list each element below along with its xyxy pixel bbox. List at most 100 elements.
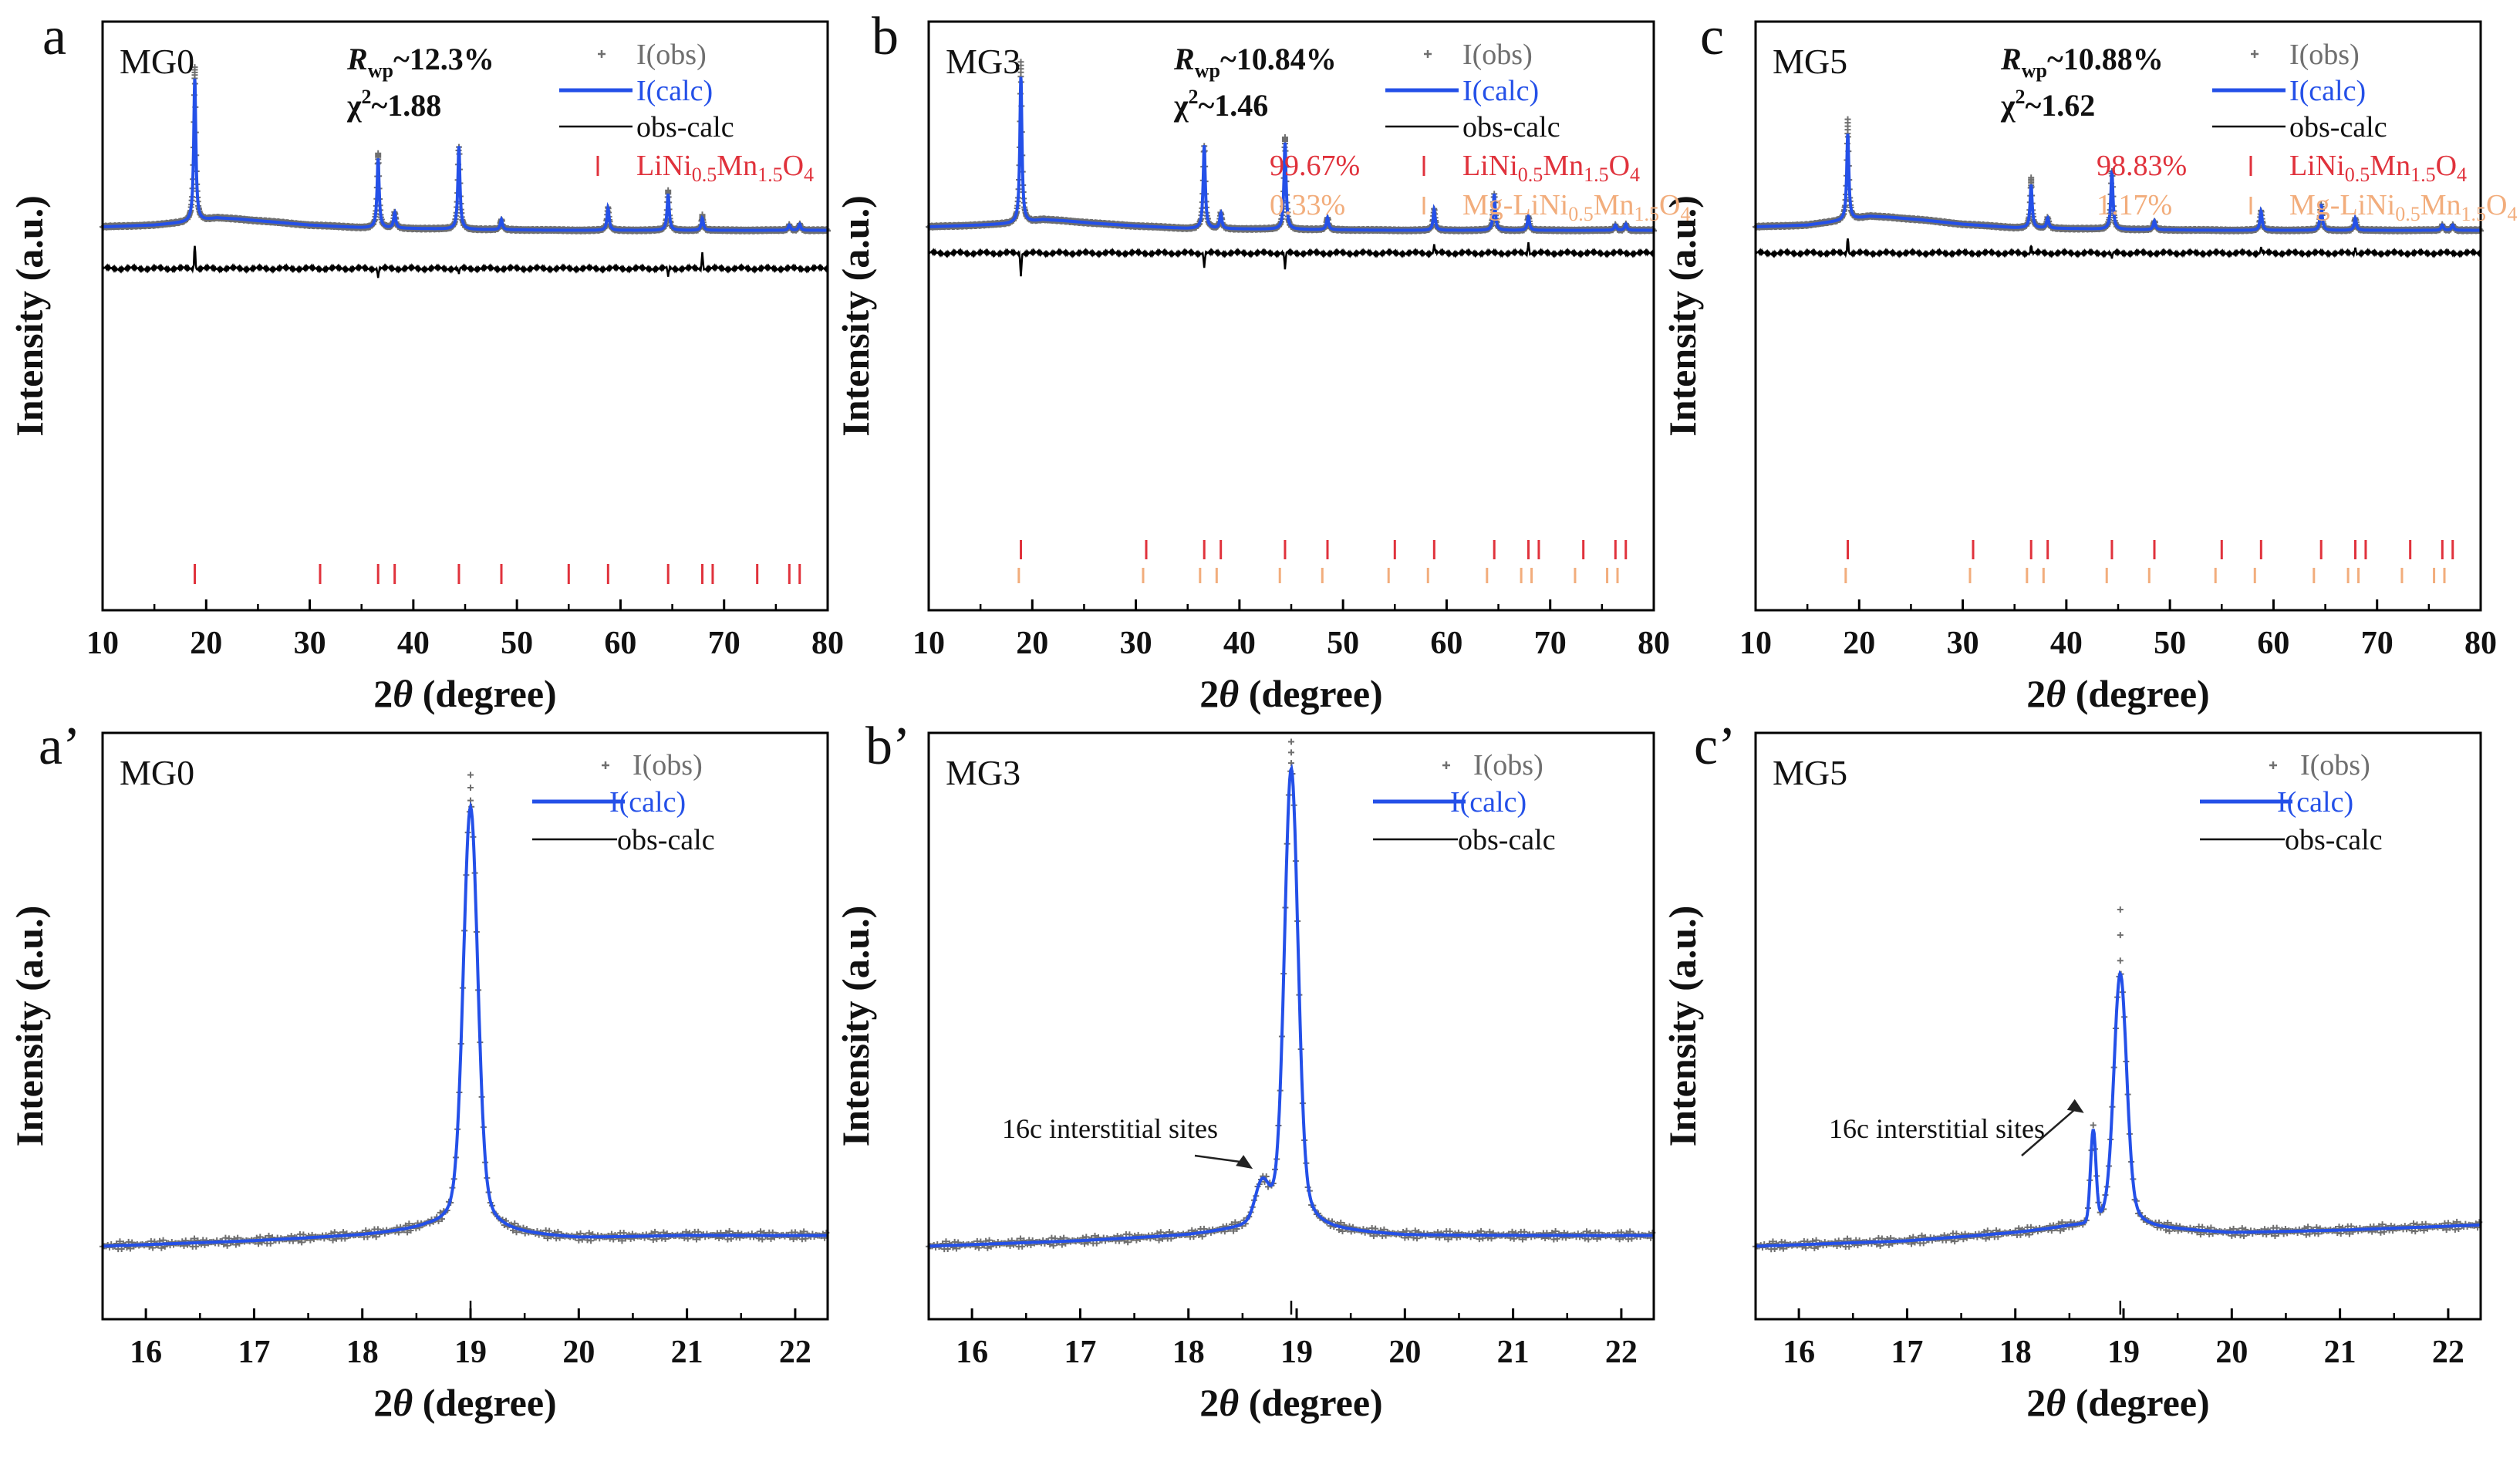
- chi2-stat: χ2~1.88: [346, 86, 441, 123]
- calc-series: [1756, 133, 2481, 232]
- legend-diff-label: obs-calc: [1458, 824, 1556, 856]
- legend-obs-label: I(obs): [636, 39, 707, 71]
- x-tick-label: 17: [238, 1335, 270, 1370]
- x-axis-label: 2θ (degree): [1199, 672, 1382, 715]
- x-tick-label: 10: [1739, 626, 1772, 661]
- calc-series: [103, 801, 828, 1248]
- panel-letter: a: [42, 7, 66, 66]
- x-tick-label: 18: [1999, 1335, 2032, 1370]
- x-tick-label: 10: [913, 626, 945, 661]
- legend-obs-label: I(obs): [2289, 39, 2360, 71]
- x-axis-label: 2θ (degree): [2026, 1381, 2209, 1424]
- residual-series: [101, 245, 829, 278]
- plot-frame: [927, 731, 1655, 1321]
- x-tick-label: 50: [501, 626, 533, 661]
- legend-c: I(obs) I(calc) obs-calc LiNi0.5Mn1.5O4 98.83…: [2097, 39, 2517, 225]
- legend-diff-label: obs-calc: [1462, 111, 1560, 143]
- y-axis-label: Intensity (a.u.): [8, 906, 51, 1147]
- phase2-percent: 1.17%: [2097, 189, 2172, 221]
- x-tick-label: 16: [130, 1335, 162, 1370]
- legend-diff-label: obs-calc: [636, 111, 734, 143]
- legend-calc-label: I(calc): [1462, 75, 1539, 107]
- panel-a2: 16 17 18 19 20 21 22 2θ (degree) Intensity (a.u.…: [8, 731, 830, 1424]
- x-tick-label: 22: [779, 1335, 811, 1370]
- x-tick-label: 40: [1223, 626, 1256, 661]
- x-tick-label: 20: [1016, 626, 1048, 661]
- annotation-arrowhead: [1236, 1155, 1253, 1170]
- legend-calc-label: I(calc): [636, 75, 713, 107]
- plot-frame: [1754, 731, 2482, 1321]
- x-tick-label: 80: [811, 626, 844, 661]
- y-axis-label: Intensity (a.u.): [1661, 195, 1704, 437]
- x-tick-label: 21: [2324, 1335, 2356, 1370]
- annotation-label: 16c interstitial sites: [1002, 1113, 1218, 1144]
- legend-phase2-label: Mg-LiNi0.5Mn1.5O4: [2289, 189, 2517, 225]
- sample-name: MG0: [120, 753, 194, 792]
- panel-b: 10 20 30 40 50 60 70 80 2θ (degree) Intensity (a.…: [834, 20, 1670, 715]
- legend-a2: I(obs) I(calc) obs-calc: [532, 749, 715, 856]
- x-tick-label: 50: [1327, 626, 1359, 661]
- x-tick-label: 20: [190, 626, 222, 661]
- x-tick-label: 60: [604, 626, 636, 661]
- x-tick-label: 70: [1534, 626, 1567, 661]
- x-tick-label: 30: [1120, 626, 1152, 661]
- sample-name: MG3: [946, 753, 1020, 792]
- legend-obs-marker: [1442, 761, 1450, 769]
- legend-b2: I(obs) I(calc) obs-calc: [1373, 749, 1556, 856]
- calc-series: [928, 76, 1654, 232]
- y-axis-label: Intensity (a.u.): [834, 195, 877, 437]
- legend-obs-marker: [598, 50, 606, 58]
- legend-diff-label: obs-calc: [2289, 111, 2387, 143]
- panel-letter: c: [1700, 7, 1724, 66]
- legend-phase1-label: LiNi0.5Mn1.5O4: [2289, 150, 2467, 186]
- panel-letter: a’: [39, 717, 80, 776]
- legend-calc-label: I(calc): [1450, 786, 1527, 819]
- plot-frame: [101, 731, 829, 1321]
- x-tick-label: 60: [1430, 626, 1462, 661]
- residual-series: [927, 241, 1655, 277]
- x-tick-label: 17: [1064, 1335, 1096, 1370]
- legend-calc-label: I(calc): [2289, 75, 2366, 107]
- x-tick-label: 18: [346, 1335, 379, 1370]
- residual-series: [1754, 238, 2482, 259]
- x-tick-label: 22: [2432, 1335, 2464, 1370]
- plot-frame: [1754, 20, 2482, 612]
- x-tick-label: 21: [1497, 1335, 1530, 1370]
- annotation-arrow: [2021, 1106, 2079, 1156]
- x-tick-label: 19: [1280, 1335, 1313, 1370]
- calc-series: [102, 78, 828, 232]
- x-axis-label: 2θ (degree): [1199, 1381, 1382, 1424]
- x-tick-label: 19: [454, 1335, 487, 1370]
- panel-b2: 16c interstitial sites 16 17 18 19 20 21 22 2θ (…: [834, 731, 1656, 1424]
- chi2-stat: χ2~1.62: [2000, 86, 2095, 123]
- legend-obs-marker: [602, 761, 609, 769]
- x-tick-label: 17: [1891, 1335, 1923, 1370]
- plot-frame: [101, 20, 829, 612]
- x-tick-label: 20: [562, 1335, 595, 1370]
- x-tick-label: 10: [86, 626, 119, 661]
- panel-letter: b’: [865, 717, 910, 776]
- x-tick-label: 40: [2050, 626, 2083, 661]
- x-tick-label: 80: [2464, 626, 2497, 661]
- calc-series: [929, 763, 1654, 1248]
- legend-diff-label: obs-calc: [2285, 824, 2383, 856]
- legend-phase2-label: Mg-LiNi0.5Mn1.5O4: [1462, 189, 1690, 225]
- annotation-arrow: [1194, 1154, 1247, 1164]
- x-tick-label: 40: [397, 626, 430, 661]
- y-axis-label: Intensity (a.u.): [8, 195, 51, 437]
- legend-calc-label: I(calc): [2277, 786, 2353, 819]
- legend-obs-marker: [2269, 761, 2277, 769]
- x-tick-label: 20: [1388, 1335, 1421, 1370]
- x-tick-label: 50: [2154, 626, 2186, 661]
- legend-phase1-label: LiNi0.5Mn1.5O4: [636, 150, 814, 186]
- obs-series: [100, 771, 830, 1253]
- sample-name: MG5: [1773, 42, 1847, 81]
- rwp-stat: Rwp~10.84%: [1173, 42, 1337, 82]
- annotation-arrowhead: [2066, 1099, 2084, 1113]
- legend-a: I(obs) I(calc) obs-calc LiNi0.5Mn1.5O4: [559, 39, 814, 186]
- x-tick-label: 30: [294, 626, 326, 661]
- x-tick-label: 21: [671, 1335, 703, 1370]
- rwp-stat: Rwp~10.88%: [2000, 42, 2164, 82]
- obs-series: [926, 738, 1656, 1253]
